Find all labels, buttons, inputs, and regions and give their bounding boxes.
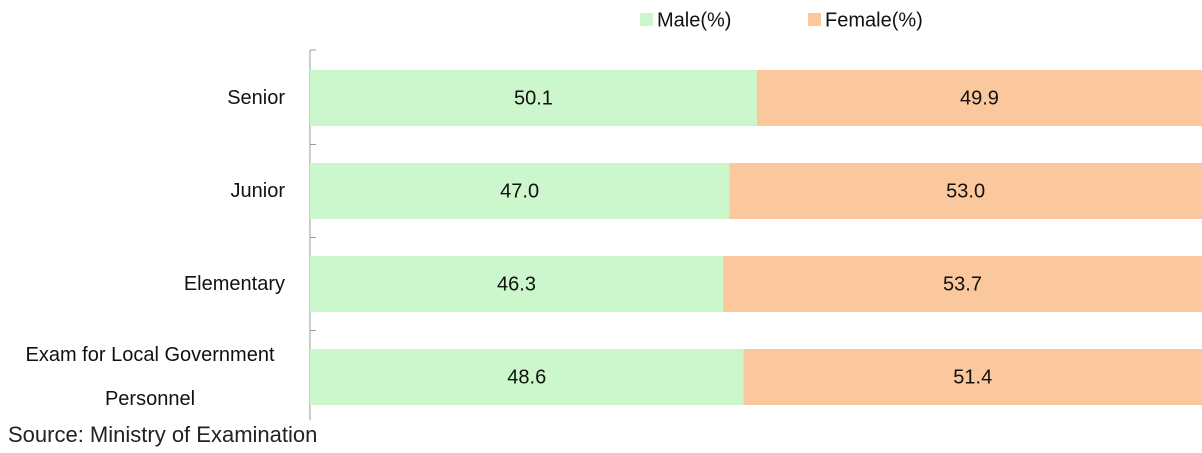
bar-segment <box>756 70 1202 126</box>
bar-segment <box>310 163 730 219</box>
value-label: 51.4 <box>953 366 992 388</box>
value-label: 53.7 <box>943 273 982 295</box>
value-label: 46.3 <box>497 273 536 295</box>
category-label: Exam for Local Government Personnel <box>25 344 275 410</box>
legend-label: Male(%) <box>657 9 731 31</box>
bar-segment <box>310 70 757 126</box>
value-label: 48.6 <box>507 366 546 388</box>
bar-segment <box>722 256 1202 312</box>
source-note: Source: Ministry of Examination <box>8 422 318 447</box>
legend-label: Female(%) <box>825 9 923 31</box>
bar-segment <box>743 349 1202 405</box>
legend-swatch <box>640 13 653 26</box>
bar-segment <box>310 349 744 405</box>
legend-swatch <box>808 13 821 26</box>
bar-segment <box>310 256 723 312</box>
category-label: Elementary <box>183 273 285 295</box>
value-label: 53.0 <box>946 180 985 202</box>
value-label: 50.1 <box>514 87 553 109</box>
value-label: 49.9 <box>960 87 999 109</box>
value-label: 47.0 <box>500 180 539 202</box>
category-label: Junior <box>230 180 285 202</box>
bar-segment <box>729 163 1202 219</box>
category-label: Senior <box>227 87 285 109</box>
